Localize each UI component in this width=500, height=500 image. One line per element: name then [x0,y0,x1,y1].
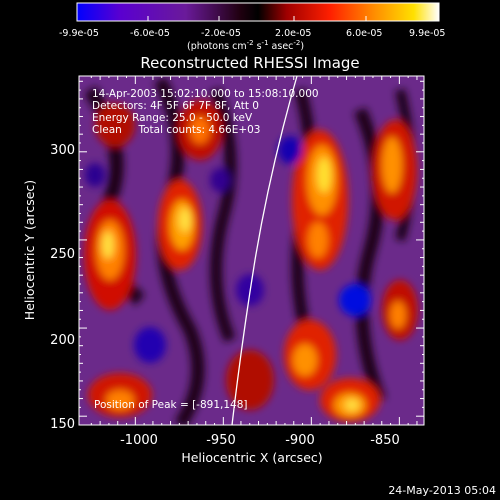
colorbar-tick-labels: -9.9e-05 -6.0e-05 -2.0e-05 2.0e-05 6.0e-… [59,28,445,39]
colorbar-tick-label: -6.0e-05 [130,28,170,39]
colorbar-units: (photons cm-2 s-1 asec-2) [187,39,304,52]
y-tick-label: 150 [50,417,75,432]
y-tick-label: 300 [50,143,75,158]
colorbar-ticks [76,16,440,21]
y-tick-label: 200 [50,333,75,348]
x-tick-label: -1000 [120,433,158,448]
colorbar-tick-label: 6.0e-05 [346,28,382,39]
colorbar-tick-label: -9.9e-05 [59,28,99,39]
y-axis-label: Heliocentric Y (arcsec) [22,180,37,320]
solar-limb-line [231,75,298,426]
colorbar-tick-label: -2.0e-05 [201,28,241,39]
colorbar-tick-label: 2.0e-05 [275,28,311,39]
info-block: 14-Apr-2003 15:02:10.000 to 15:08:10.000… [92,88,319,136]
x-tick-label: -900 [285,433,315,448]
colorbar [76,2,440,22]
info-line-detectors: Detectors: 4F 5F 6F 7F 8F, Att 0 [92,100,259,112]
x-tick-label: -950 [206,433,236,448]
plot-title: Reconstructed RHESSI Image [140,54,359,72]
y-tick-labels: 150 200 250 300 [50,143,75,432]
info-line-energy: Energy Range: 25.0 - 50.0 keV [92,112,253,124]
peak-position-label: Position of Peak = [-891,148] [94,399,248,411]
x-tick-label: -850 [370,433,400,448]
x-axis-label: Heliocentric X (arcsec) [181,450,322,465]
plot-frame [78,75,425,426]
footer-timestamp: 24-May-2013 05:04 [388,484,496,497]
info-line-time: 14-Apr-2003 15:02:10.000 to 15:08:10.000 [92,88,319,100]
rhessi-image [79,76,424,425]
colorbar-tick-label: 9.9e-05 [409,28,445,39]
y-tick-label: 250 [50,247,75,262]
x-tick-labels: -1000 -950 -900 -850 [120,433,400,448]
info-line-clean: Clean Total counts: 4.66E+03 [92,124,261,136]
axis-ticks [79,76,424,425]
